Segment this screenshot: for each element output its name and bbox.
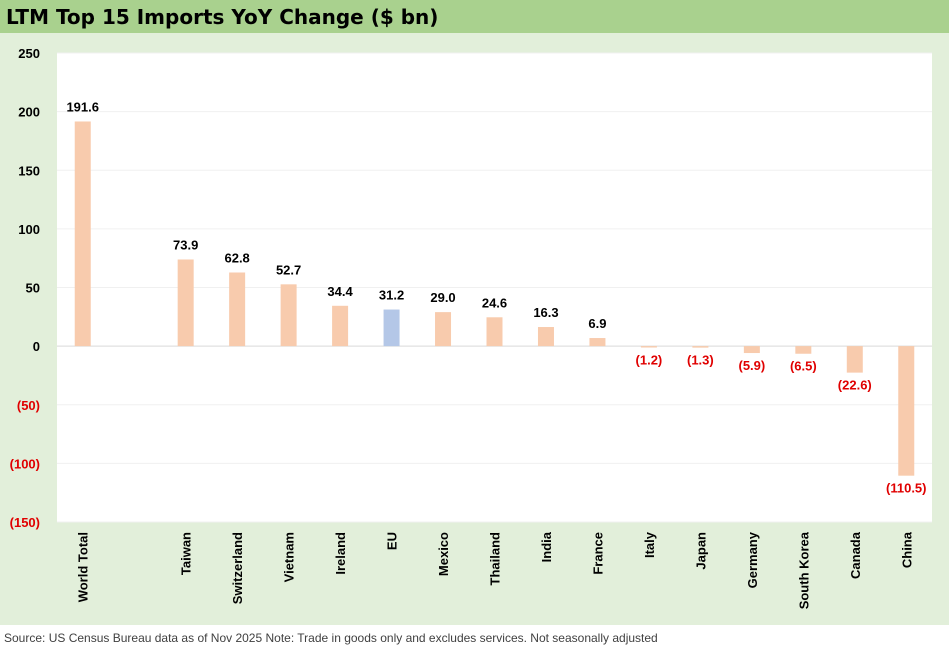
data-label: (1.3) [687,353,714,368]
bar [743,346,760,354]
y-tick-label: (150) [10,515,40,530]
bar [692,346,709,348]
x-tick-label: Thailand [488,532,503,586]
data-label: (22.6) [838,378,872,393]
bar [640,346,657,348]
data-label: 191.6 [66,99,99,114]
bar [898,346,915,476]
bar [74,121,91,347]
data-label: (5.9) [738,358,765,373]
x-tick-label: Canada [848,531,863,579]
source-note: Source: US Census Bureau data as of Nov … [4,631,658,645]
x-tick-label: Mexico [436,532,451,576]
x-tick-label: Taiwan [179,532,194,575]
bar [229,272,246,347]
data-label: 6.9 [588,316,606,331]
y-tick-label: (50) [17,398,40,413]
chart-area: 250 200 150 100 50 0 (50) (100) (150) 191.6 World … [0,33,949,625]
bar [332,305,349,347]
x-tick-label: China [899,531,914,568]
y-tick-label: 200 [18,105,40,120]
data-label: (6.5) [790,359,817,374]
bar [383,309,400,347]
bar [589,338,606,347]
bar [177,259,194,347]
data-label: 34.4 [327,284,353,299]
title-bar: LTM Top 15 Imports YoY Change ($ bn) [0,0,949,33]
x-tick-label: Germany [745,531,760,588]
x-tick-label: World Total [76,532,91,602]
x-tick-label: Ireland [333,532,348,575]
bar [846,346,863,373]
y-tick-label: 0 [33,339,40,354]
data-label: 52.7 [276,262,301,277]
x-tick-label: India [539,531,554,562]
y-tick-label: 250 [18,46,40,61]
data-label: 24.6 [482,295,507,310]
data-label: 31.2 [379,288,404,303]
y-tick-label: (100) [10,456,40,471]
bar-chart: 250 200 150 100 50 0 (50) (100) (150) 191.6 World … [10,46,932,609]
x-tick-label: Japan [693,532,708,570]
bar [486,317,503,347]
y-tick-label: 100 [18,222,40,237]
x-tick-label: Italy [642,531,657,558]
chart-title: LTM Top 15 Imports YoY Change ($ bn) [6,5,439,29]
data-label: 16.3 [533,305,558,320]
bar [537,327,554,347]
data-label: 73.9 [173,237,198,252]
x-tick-label: Vietnam [282,532,297,582]
x-tick-label: EU [385,532,400,550]
bar [435,312,452,347]
bar [280,284,297,347]
data-label: (1.2) [636,353,663,368]
bar [795,346,812,354]
y-tick-label: 150 [18,163,40,178]
y-tick-label: 50 [26,281,40,296]
x-tick-label: France [590,532,605,575]
x-tick-label: South Korea [796,531,811,609]
data-label: (110.5) [886,481,926,496]
data-label: 62.8 [224,250,249,265]
x-tick-label: Switzerland [230,532,245,604]
data-label: 29.0 [430,290,455,305]
